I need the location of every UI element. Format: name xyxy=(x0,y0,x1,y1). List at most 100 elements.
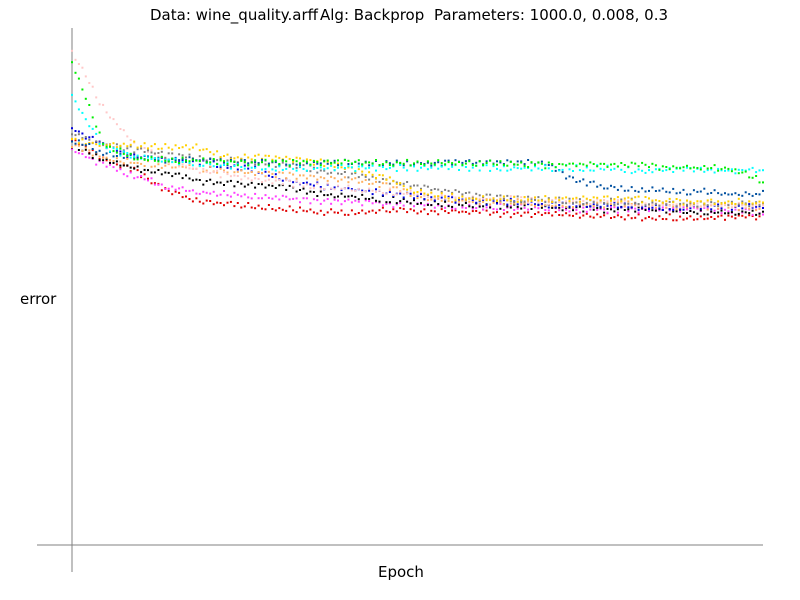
data-point xyxy=(540,162,543,165)
data-point xyxy=(648,210,650,213)
data-point xyxy=(426,168,429,171)
data-point xyxy=(724,169,726,172)
data-point xyxy=(343,213,346,216)
data-point xyxy=(592,196,595,199)
data-point xyxy=(254,207,257,210)
data-point xyxy=(326,198,329,200)
data-point xyxy=(610,217,612,219)
data-point xyxy=(126,157,129,160)
data-point xyxy=(350,172,353,175)
data-point xyxy=(416,160,419,163)
data-point xyxy=(181,196,184,199)
data-point xyxy=(378,209,381,212)
data-point xyxy=(368,210,371,213)
data-point xyxy=(299,201,301,204)
data-point xyxy=(233,165,236,167)
data-point xyxy=(395,182,398,185)
data-point xyxy=(91,135,94,138)
data-point xyxy=(637,203,640,205)
data-point xyxy=(582,199,585,202)
data-point xyxy=(444,163,447,166)
data-point xyxy=(261,181,263,184)
data-point xyxy=(119,128,122,130)
data-point xyxy=(440,162,443,165)
data-point xyxy=(205,148,208,151)
data-point xyxy=(679,199,682,202)
data-point xyxy=(254,159,257,162)
data-point xyxy=(537,211,540,214)
data-point xyxy=(730,193,733,196)
data-point xyxy=(174,159,177,162)
data-point xyxy=(247,196,250,199)
data-point xyxy=(734,213,737,216)
data-point xyxy=(748,168,751,171)
data-point xyxy=(530,198,533,201)
data-point xyxy=(229,195,232,198)
data-point xyxy=(544,209,547,211)
data-point xyxy=(596,165,599,168)
data-point xyxy=(654,209,657,212)
data-point xyxy=(596,207,599,209)
data-point xyxy=(516,207,519,210)
data-point xyxy=(102,153,105,156)
data-point xyxy=(388,176,391,179)
data-point xyxy=(551,201,554,203)
data-point xyxy=(734,204,737,207)
data-point xyxy=(641,187,644,190)
data-point xyxy=(236,156,239,159)
data-point xyxy=(606,200,609,203)
data-point xyxy=(433,206,436,209)
data-point xyxy=(523,202,526,205)
data-point xyxy=(164,161,167,164)
data-point xyxy=(302,168,305,170)
data-point xyxy=(416,169,419,172)
data-point xyxy=(468,212,471,215)
data-point xyxy=(523,163,526,166)
data-point xyxy=(271,176,274,178)
data-point xyxy=(603,208,606,211)
data-point xyxy=(392,194,395,196)
data-point xyxy=(706,205,709,208)
data-point xyxy=(599,215,602,218)
data-point xyxy=(458,161,460,163)
data-point xyxy=(288,157,291,160)
data-point xyxy=(278,163,281,165)
data-point xyxy=(368,171,371,174)
data-point xyxy=(471,197,474,200)
data-point xyxy=(347,163,350,165)
data-point xyxy=(264,158,267,161)
data-point xyxy=(713,203,716,205)
data-point xyxy=(710,216,713,218)
data-point xyxy=(665,190,668,193)
data-point xyxy=(223,160,225,163)
data-point xyxy=(648,189,650,192)
data-point xyxy=(692,166,695,169)
data-point xyxy=(734,208,737,211)
data-point xyxy=(496,163,498,166)
data-point xyxy=(119,154,122,157)
data-point xyxy=(489,159,492,162)
data-point xyxy=(499,169,502,172)
data-point xyxy=(195,143,198,146)
data-point xyxy=(464,198,467,201)
data-point xyxy=(717,169,720,172)
data-point xyxy=(561,214,564,217)
data-point xyxy=(682,208,685,211)
data-point xyxy=(364,174,367,176)
data-point xyxy=(209,172,212,175)
data-point xyxy=(585,205,588,208)
data-point xyxy=(523,200,526,203)
data-point xyxy=(599,167,602,170)
data-point xyxy=(637,190,640,193)
data-point xyxy=(744,191,747,194)
data-point xyxy=(568,175,571,178)
data-point xyxy=(209,158,212,161)
data-point xyxy=(164,164,167,167)
data-point xyxy=(730,200,733,203)
data-point xyxy=(236,168,239,171)
data-point xyxy=(433,199,436,202)
data-point xyxy=(430,162,433,165)
data-point xyxy=(513,201,516,203)
data-point xyxy=(679,202,682,205)
data-point xyxy=(171,148,174,151)
